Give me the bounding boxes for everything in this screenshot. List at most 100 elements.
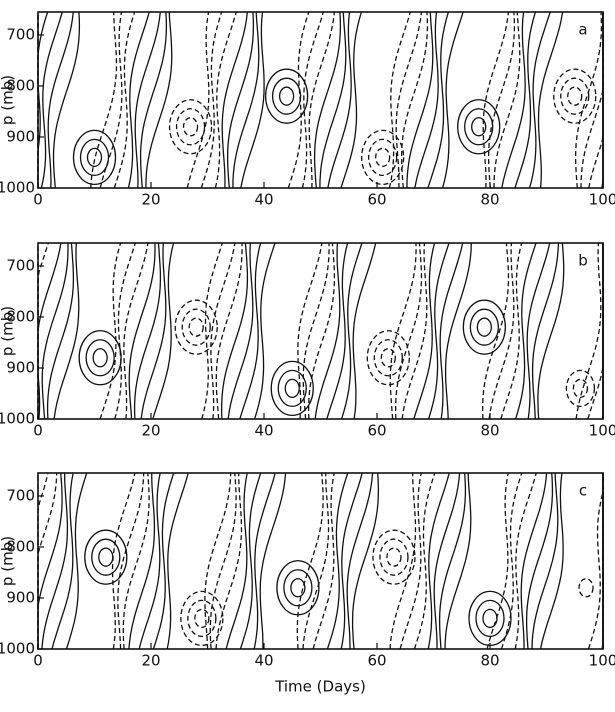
contour-loop [553, 68, 597, 124]
contour-loop [270, 360, 314, 417]
contour-loop [374, 147, 391, 168]
contour-loop [78, 330, 122, 386]
contour-loop [91, 538, 121, 576]
contour-line [487, 11, 516, 189]
contour-line [302, 242, 330, 420]
contour-loop [278, 86, 295, 106]
contour-line [537, 11, 564, 189]
contour-loop [188, 317, 204, 337]
contour-line [40, 11, 63, 189]
x-tick-label: 20 [141, 652, 160, 670]
contour-loop [84, 529, 128, 585]
contour-line [259, 472, 287, 649]
contour-loop [276, 560, 320, 616]
contour-loop [471, 117, 487, 137]
y-tick-label: 900 [6, 588, 35, 606]
contour-loop [182, 117, 199, 137]
contour-loop [366, 330, 410, 386]
contour-line [444, 472, 472, 650]
contour-line [214, 11, 237, 189]
contour-loop [464, 108, 494, 146]
contour-loop [565, 369, 596, 408]
contour-line [123, 242, 149, 420]
contour-line [351, 472, 380, 650]
contour-loop [271, 77, 302, 115]
contour-line [574, 11, 603, 189]
y-tick-label: 700 [6, 486, 35, 504]
y-tick-label: 800 [6, 76, 35, 94]
contour-line [145, 11, 173, 189]
contour-line [346, 472, 374, 650]
contour-line [352, 242, 377, 420]
plot-frame [37, 472, 604, 650]
contour-line [501, 11, 526, 189]
contour-line [587, 243, 604, 420]
contour-line [240, 11, 265, 189]
contour-loop [380, 348, 396, 368]
contour-loop [174, 299, 218, 355]
contour-lines [37, 242, 604, 420]
contour-line [327, 11, 352, 189]
contour-line [134, 11, 161, 189]
contour-line [225, 472, 248, 650]
contour-line [51, 472, 74, 650]
contour-line [37, 472, 58, 649]
contour-line [221, 11, 248, 189]
contour-line [308, 11, 335, 189]
contour-line [65, 472, 88, 650]
contour-line [53, 242, 80, 420]
y-tick-label: 800 [6, 307, 35, 325]
contour-line [520, 472, 548, 649]
contour-line [340, 472, 363, 650]
contour-loop [560, 77, 590, 115]
contour-loop [92, 348, 108, 368]
contour-line [389, 472, 417, 650]
contour-line [301, 11, 324, 189]
contour-line [239, 472, 262, 650]
contour-line [444, 242, 472, 420]
contour-line [580, 12, 604, 189]
contour-line [493, 11, 521, 189]
y-tick-label: 800 [6, 537, 35, 555]
y-tick-label: 1000 [0, 179, 35, 197]
contour-line [319, 11, 347, 189]
contour-line [232, 11, 260, 189]
x-axis-label: Time (Days) [274, 678, 366, 696]
contour-line [139, 11, 168, 189]
contour-loop [194, 608, 210, 629]
contour-loop [367, 138, 398, 177]
plot-frame [37, 242, 604, 420]
contour-line [514, 472, 537, 650]
contour-line [312, 472, 335, 650]
contour-loop [578, 578, 594, 598]
contour-line [226, 11, 255, 189]
contour-loop [181, 308, 211, 346]
y-axis-label: p (mb) [0, 306, 17, 356]
x-tick-label: 0 [33, 422, 43, 440]
contour-line [128, 472, 156, 650]
contour-line [201, 242, 224, 420]
contour-line [531, 242, 560, 420]
contour-loop [72, 129, 117, 186]
contour-loop [86, 147, 103, 168]
contour-line [287, 11, 310, 189]
contour-line [297, 242, 323, 420]
contour-line [340, 11, 363, 189]
contour-lines [37, 472, 604, 650]
contour-line [394, 242, 423, 420]
contour-line [114, 242, 136, 420]
contour-line [427, 11, 450, 189]
contour-line [41, 243, 69, 420]
contour-line [314, 242, 341, 420]
x-tick-label: 80 [480, 652, 499, 670]
y-axis-label: p (mb) [0, 536, 17, 586]
contour-line [46, 242, 75, 420]
x-tick-label: 40 [254, 422, 273, 440]
contour-loop [187, 599, 217, 638]
x-tick-label: 100 [589, 652, 615, 670]
contour-line [433, 472, 461, 649]
contour-line [326, 472, 349, 650]
contour-line [427, 472, 450, 650]
contour-line [500, 472, 523, 650]
